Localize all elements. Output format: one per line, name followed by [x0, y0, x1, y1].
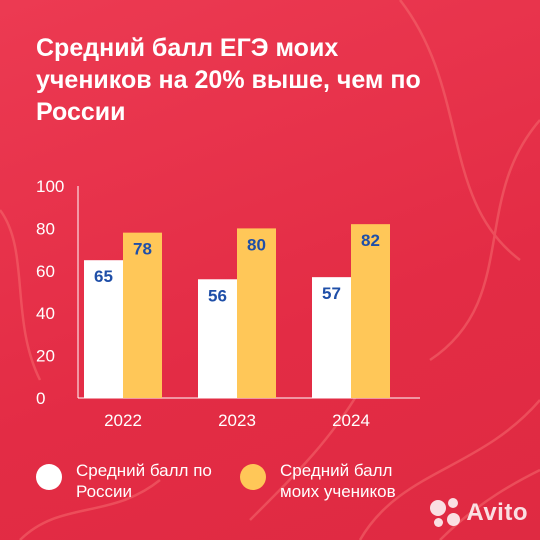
- y-tick-label: 60: [36, 262, 55, 281]
- legend-item-russia: Средний балл по России: [36, 460, 226, 502]
- x-tick-label: 2022: [104, 411, 142, 430]
- legend-item-students: Средний балл моих учеников: [240, 460, 430, 502]
- bar-students-2022: [123, 232, 162, 398]
- bar-russia-2024: [312, 277, 351, 398]
- legend-swatch-russia: [36, 464, 62, 490]
- legend-label-students: Средний балл моих учеников: [280, 461, 396, 501]
- bar-students-2023: [237, 228, 276, 398]
- data-label-students-2022: 78: [133, 240, 152, 259]
- y-tick-label: 0: [36, 389, 45, 408]
- data-label-students-2024: 82: [361, 231, 380, 250]
- avito-logo-icon: [430, 498, 461, 528]
- y-tick-label: 40: [36, 304, 55, 323]
- x-tick-label: 2024: [332, 411, 370, 430]
- y-tick-label: 20: [36, 347, 55, 366]
- data-label-russia-2024: 57: [322, 284, 341, 303]
- bar-students-2024: [351, 224, 390, 398]
- avito-watermark: Avito: [430, 498, 528, 528]
- legend-swatch-students: [240, 464, 266, 490]
- legend-label-russia: Средний балл по России: [76, 461, 212, 501]
- chart-title: Средний балл ЕГЭ моих учеников на 20% вы…: [36, 34, 421, 126]
- bar-russia-2022: [84, 260, 123, 398]
- data-label-students-2023: 80: [247, 235, 266, 254]
- avito-brand-text: Avito: [466, 499, 528, 526]
- y-tick-label: 80: [36, 219, 55, 238]
- y-tick-label: 100: [36, 177, 64, 196]
- bar-russia-2023: [198, 279, 237, 398]
- x-tick-label: 2023: [218, 411, 256, 430]
- data-label-russia-2023: 56: [208, 286, 227, 305]
- data-label-russia-2022: 65: [94, 267, 113, 286]
